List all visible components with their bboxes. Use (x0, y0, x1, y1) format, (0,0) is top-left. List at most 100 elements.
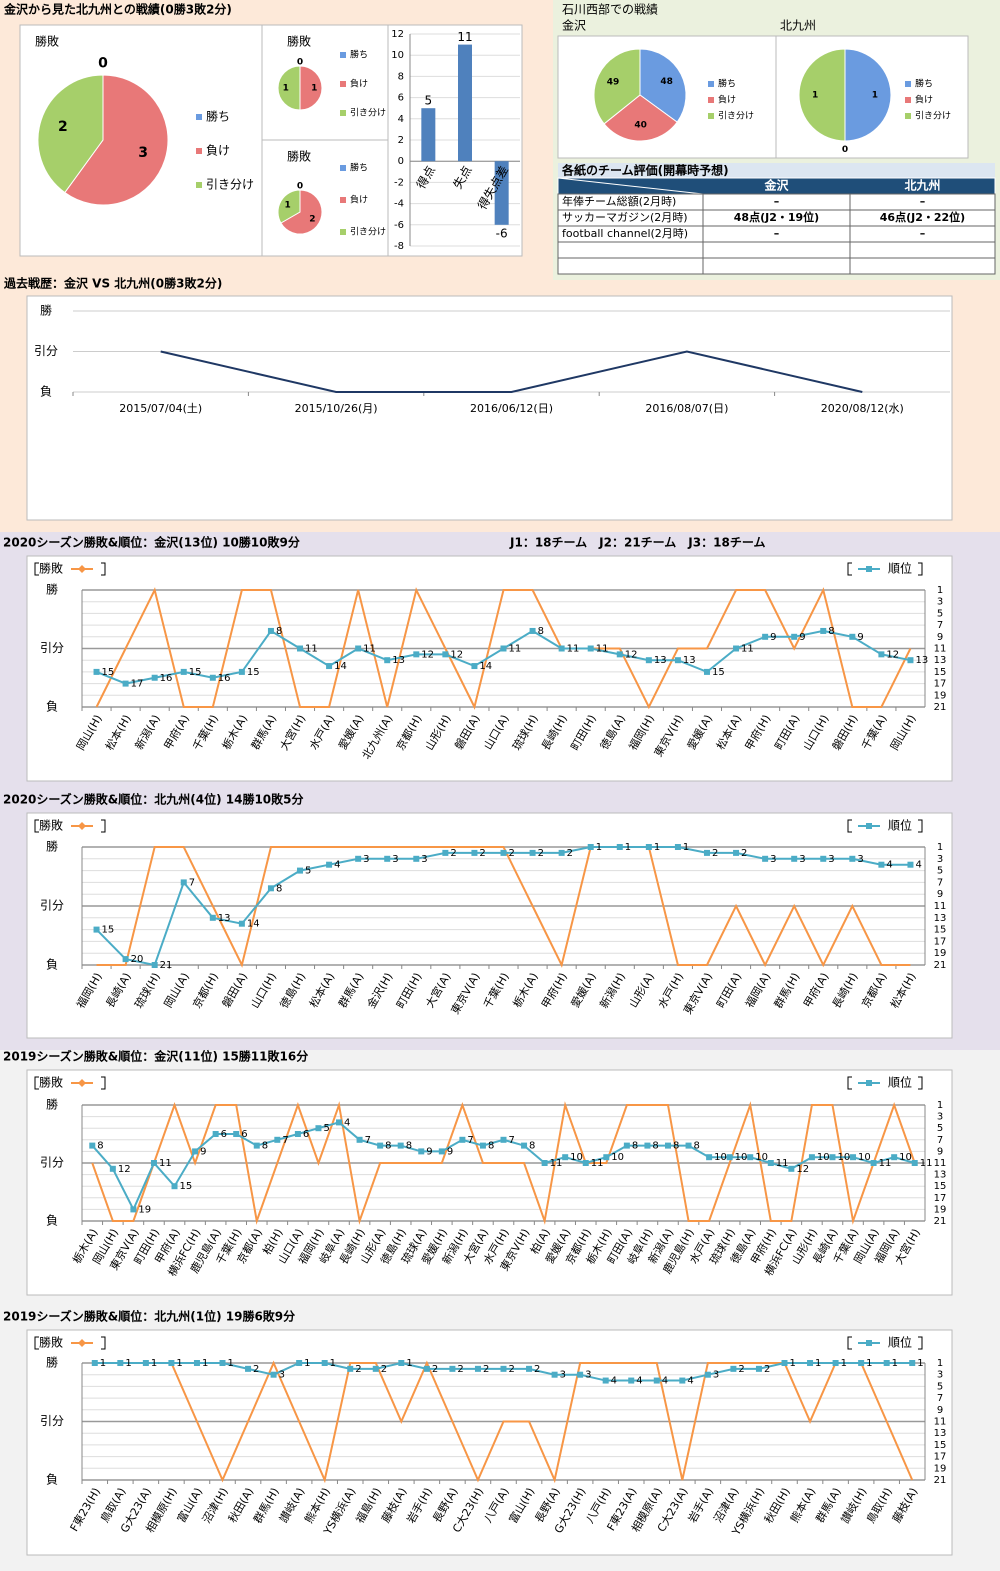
marker (418, 1148, 425, 1155)
data-label: 2 (764, 1364, 770, 1375)
chart-title: 勝敗 (287, 34, 311, 49)
data-label: 40 (634, 120, 647, 130)
table-cell (557, 241, 704, 259)
marker (644, 1142, 651, 1149)
legend-label: 勝ち (915, 78, 933, 90)
marker (526, 1365, 533, 1372)
marker (781, 1360, 788, 1366)
y2-tick-label: 3 (937, 1112, 943, 1123)
marker (674, 844, 681, 850)
data-label: 1 (311, 84, 317, 94)
legend-swatch (905, 81, 911, 87)
marker (180, 668, 187, 675)
legend-bracket (918, 819, 923, 833)
marker (192, 1148, 199, 1155)
data-label: 0 (98, 55, 108, 71)
marker (587, 844, 594, 850)
marker (93, 668, 100, 675)
y-tick-label: 0 (398, 156, 404, 167)
chart-title: 北九州 (780, 19, 816, 33)
marker (747, 1154, 754, 1161)
data-label: 11 (305, 644, 318, 655)
data-label: 8 (276, 883, 282, 894)
marker (762, 633, 769, 640)
marker (442, 651, 449, 658)
data-label: 8 (488, 1141, 494, 1152)
data-label: 11 (159, 1158, 172, 1169)
y-tick-label: 引分 (34, 344, 58, 358)
table-cell (849, 257, 996, 275)
y-tick-label: 負 (46, 1214, 58, 1228)
legend-bracket (101, 1076, 106, 1090)
data-label: 2 (309, 215, 315, 225)
data-label: 1 (330, 1358, 336, 1369)
legend-label: 負け (915, 94, 933, 106)
marker (479, 1142, 486, 1149)
marker (850, 1154, 857, 1161)
pie-slice (299, 65, 323, 111)
table-header: 金沢 (763, 178, 789, 193)
marker (703, 668, 710, 675)
data-label: 4 (344, 1117, 350, 1128)
data-label: 2 (741, 848, 747, 859)
y2-tick-label: 9 (937, 889, 943, 900)
data-label: 1 (596, 842, 602, 853)
data-label: 15 (102, 667, 115, 678)
data-label: 10 (899, 1152, 912, 1163)
marker (733, 645, 740, 652)
marker (151, 674, 158, 681)
legend-label: 引き分け (206, 178, 254, 192)
marker (193, 1360, 200, 1366)
legend-label: 負け (718, 94, 736, 106)
data-label: 1 (125, 1358, 131, 1369)
legend-bracket (918, 1336, 923, 1350)
data-label: 9 (426, 1146, 432, 1157)
x-tick-label: 2016/08/07(日) (645, 402, 728, 415)
data-label: 5 (323, 1123, 329, 1134)
y2-tick-label: 19 (934, 1463, 947, 1474)
marker (883, 1360, 890, 1366)
data-label: 20 (131, 954, 144, 965)
marker (726, 1154, 733, 1161)
data-label: 2 (712, 848, 718, 859)
legend-label: 順位 (888, 561, 912, 576)
y2-tick-label: 19 (934, 690, 947, 701)
chart-title: 2020シーズン勝敗&順位：金沢(13位) 10勝10敗9分 (3, 535, 300, 550)
y-tick-label: 12 (391, 29, 404, 40)
data-label: 10 (858, 1152, 871, 1163)
marker (109, 1165, 116, 1172)
y-tick-label: 引分 (40, 641, 64, 655)
legend-swatch (708, 113, 714, 119)
marker (558, 645, 565, 652)
data-label: 9 (857, 632, 863, 643)
y2-tick-label: 15 (934, 1181, 947, 1192)
marker (529, 627, 536, 634)
y2-tick-label: 19 (934, 1204, 947, 1215)
pie-slice (639, 48, 687, 123)
data-label: 1 (892, 1358, 898, 1369)
marker (238, 668, 245, 675)
chart-title: 過去戦歴：金沢 VS 北九州(0勝3敗2分) (3, 276, 222, 291)
marker (233, 1131, 240, 1137)
legend-swatch (340, 165, 346, 171)
marker (703, 849, 710, 856)
y-tick-label: 4 (398, 114, 404, 125)
data-label: 0 (842, 145, 848, 155)
y2-tick-label: 11 (934, 1417, 947, 1428)
marker (616, 651, 623, 658)
data-label: 1 (625, 842, 631, 853)
marker (423, 1365, 430, 1372)
y-tick-label: 負 (46, 958, 58, 972)
y2-tick-label: 15 (934, 667, 947, 678)
data-label: 11 (879, 1158, 892, 1169)
legend-marker (78, 1079, 86, 1087)
table-cell-text: – (774, 227, 780, 240)
y2-tick-label: 5 (937, 1123, 943, 1134)
table-cell-text: 48点(J2・19位) (734, 210, 819, 224)
marker (384, 855, 391, 862)
marker (442, 849, 449, 856)
data-label: 3 (713, 1370, 719, 1381)
data-label: -6 (496, 226, 508, 240)
bar (421, 108, 436, 162)
